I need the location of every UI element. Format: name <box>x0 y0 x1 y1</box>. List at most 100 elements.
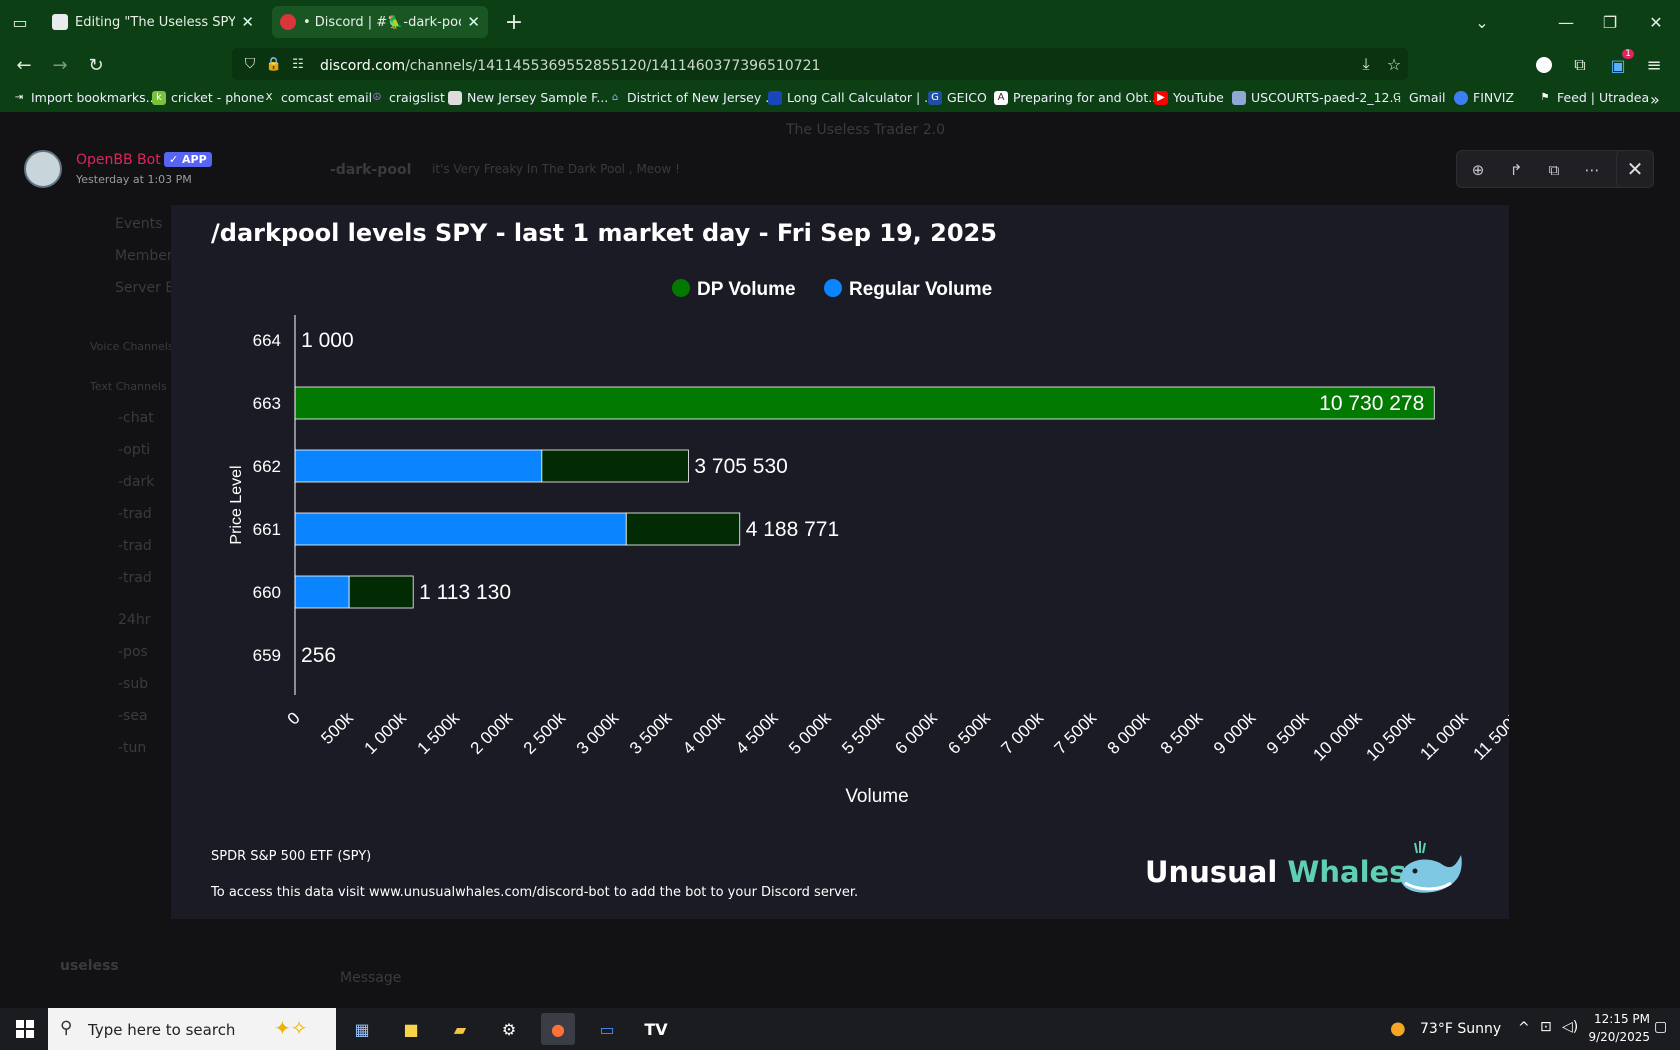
chart-image: /darkpool levels SPY - last 1 market day… <box>171 205 1509 919</box>
sparkle-icon: ✦✧ <box>274 1016 308 1040</box>
minimize-icon[interactable]: — <box>1558 12 1574 32</box>
volume-icon[interactable]: ◁) <box>1562 1019 1579 1035</box>
y-tick-label: 661 <box>253 520 281 539</box>
tradingview-app-icon[interactable]: TV <box>644 1019 668 1039</box>
bar-dp-volume <box>348 575 414 609</box>
x-axis-ticks: 0 500k 1 000k 1 500k 2 000k 2 500k 3 000k 3 500… <box>284 708 1509 765</box>
save-page-icon[interactable]: ⤓ <box>1362 54 1370 73</box>
address-bar[interactable]: ⛉ 🔒 ☷ ⤓ ☆ <box>232 48 1408 80</box>
back-icon[interactable]: ← <box>16 54 32 76</box>
tab-title: • Discord | #🦜-dark-pool | The <box>303 14 462 30</box>
new-tab-button[interactable]: + <box>504 9 524 35</box>
bar-total-label: 1 113 130 <box>419 581 511 604</box>
reload-icon[interactable]: ↻ <box>88 54 104 76</box>
bookmark-long-call[interactable]: Long Call Calculator | ... <box>768 90 936 105</box>
close-window-icon[interactable]: ✕ <box>1649 12 1663 32</box>
extensions-icon[interactable]: ⧉ <box>1574 55 1586 74</box>
bookmark-craigslist[interactable]: ☮ craigslist <box>370 90 445 105</box>
bookmark-preparing[interactable]: A Preparing for and Obt... <box>994 90 1160 105</box>
site-settings-icon[interactable]: ☷ <box>292 56 304 72</box>
bookmark-uscourts[interactable]: USCOURTS-paed-2_12... <box>1232 90 1401 105</box>
bookmark-star-icon[interactable]: ☆ <box>1386 54 1402 74</box>
forward-icon[interactable]: → <box>52 54 68 76</box>
bookmark-import[interactable]: ⇥ Import bookmarks... <box>12 90 158 105</box>
search-icon: ⚲ <box>60 1018 73 1038</box>
sidebar-item[interactable]: -sub <box>118 676 149 692</box>
bookmark-cricket[interactable]: k cricket - phone <box>152 90 264 105</box>
zoom-icon[interactable]: ⊕ <box>1471 161 1485 179</box>
peace-icon: ☮ <box>372 91 382 103</box>
more-icon[interactable]: ⋯ <box>1584 161 1600 179</box>
browser-tab-2[interactable]: • Discord | #🦜-dark-pool | The ✕ <box>272 6 488 38</box>
profile-icon[interactable] <box>1530 51 1558 79</box>
sidebar-item[interactable]: 24hr <box>118 612 151 628</box>
sidebar-item[interactable]: Voice Channels <box>90 340 174 353</box>
tray-chevron-icon[interactable]: ^ <box>1518 1020 1530 1036</box>
sidebar-item[interactable]: Members <box>115 248 180 264</box>
settings-app-icon[interactable]: ⚙ <box>501 1019 517 1039</box>
clock-time[interactable]: 12:15 PM <box>1594 1012 1650 1026</box>
sidebar-item[interactable]: -chat <box>118 410 154 426</box>
notification-icon[interactable]: ▢ <box>1654 1019 1668 1035</box>
shield-icon[interactable]: ⛉ <box>244 56 256 72</box>
x-tick-label: 11 000k <box>1416 708 1472 764</box>
extension-icon[interactable]: ▣ 1 <box>1604 49 1634 79</box>
calculator-icon <box>768 90 782 105</box>
sidebar-item[interactable]: -trad <box>118 506 152 522</box>
bookmark-district-nj[interactable]: ⌂ District of New Jersey ... <box>608 90 777 105</box>
browser-nav-bar: ← → ↻ ⛉ 🔒 ☷ ⤓ ☆ discord.com/channels/141… <box>0 44 1680 86</box>
bookmark-utradea[interactable]: ⚑ Feed | Utradea <box>1538 90 1650 105</box>
sidebar-item[interactable]: -sea <box>118 708 148 724</box>
firefox-app-icon[interactable]: ● <box>541 1013 575 1045</box>
share-icon[interactable]: ↱ <box>1509 161 1523 179</box>
open-external-icon[interactable]: ⧉ <box>1548 161 1560 179</box>
network-icon[interactable]: ⊡ <box>1540 1019 1552 1035</box>
start-button[interactable] <box>4 1008 46 1050</box>
weather-icon[interactable]: ● <box>1390 1018 1406 1039</box>
close-tab-icon[interactable]: ✕ <box>241 13 254 31</box>
url-text[interactable]: discord.com/channels/1411455369552855120… <box>320 58 821 74</box>
sidebar-item[interactable]: Server B <box>115 280 175 296</box>
docs-icon <box>52 14 68 30</box>
more-bookmarks-icon[interactable]: » <box>1650 90 1660 109</box>
server-title: The Useless Trader 2.0 <box>786 122 945 138</box>
sidebar-item[interactable]: -pos <box>118 644 148 660</box>
calculator-app-icon[interactable]: ▦ <box>354 1019 370 1039</box>
weather-text[interactable]: 73°F Sunny <box>1420 1021 1502 1037</box>
bookmark-geico[interactable]: G GEICO <box>928 90 987 105</box>
x-tick-label: 10 500k <box>1362 708 1419 765</box>
sidebar-item[interactable]: Events <box>115 216 163 232</box>
sidebar-item[interactable]: -opti <box>118 442 151 458</box>
sidebar-item[interactable]: -trad <box>118 570 152 586</box>
sidebar-item[interactable]: -trad <box>118 538 152 554</box>
sidebar-item[interactable]: -dark <box>118 474 155 490</box>
y-tick-label: 664 <box>253 331 281 350</box>
bookmark-youtube[interactable]: ▶ YouTube <box>1154 90 1224 105</box>
bookmark-finviz[interactable]: FINVIZ <box>1454 90 1514 105</box>
bookmark-nj-sample[interactable]: New Jersey Sample F... <box>448 90 608 105</box>
menu-icon[interactable]: ≡ <box>1646 54 1662 76</box>
bot-name[interactable]: OpenBB Bot <box>76 152 161 168</box>
file-explorer-app-icon[interactable]: ▰ <box>453 1019 467 1039</box>
restore-icon[interactable]: ❐ <box>1602 12 1618 32</box>
legend-swatch <box>672 279 690 297</box>
document-icon <box>1232 90 1246 105</box>
close-tab-icon[interactable]: ✕ <box>467 13 480 31</box>
bot-avatar[interactable] <box>24 150 62 188</box>
sticky-notes-app-icon[interactable]: ■ <box>403 1019 419 1039</box>
sidebar-item[interactable]: Text Channels <box>90 380 167 393</box>
bookmark-gmail[interactable]: G Gmail <box>1390 90 1445 105</box>
lock-icon[interactable]: 🔒 <box>265 56 283 72</box>
message-input[interactable]: Message <box>340 970 402 986</box>
clock-date[interactable]: 9/20/2025 <box>1588 1030 1650 1044</box>
taskbar-search-box[interactable]: ⚲ Type here to search ✦✧ <box>48 1008 336 1050</box>
chart-title: /darkpool levels SPY - last 1 market day… <box>211 219 997 247</box>
tab-list-icon[interactable]: ⌄ <box>1475 12 1489 32</box>
legend-label: Regular Volume <box>849 279 992 300</box>
close-viewer-button[interactable]: ✕ <box>1616 150 1654 188</box>
sidebar-item[interactable]: -tun <box>118 740 147 756</box>
tab-overview-icon[interactable]: ▭ <box>12 12 28 32</box>
app-icon[interactable]: ▭ <box>599 1019 615 1039</box>
browser-tab-1[interactable]: Editing "The Useless SPY Report ✕ <box>44 6 262 38</box>
